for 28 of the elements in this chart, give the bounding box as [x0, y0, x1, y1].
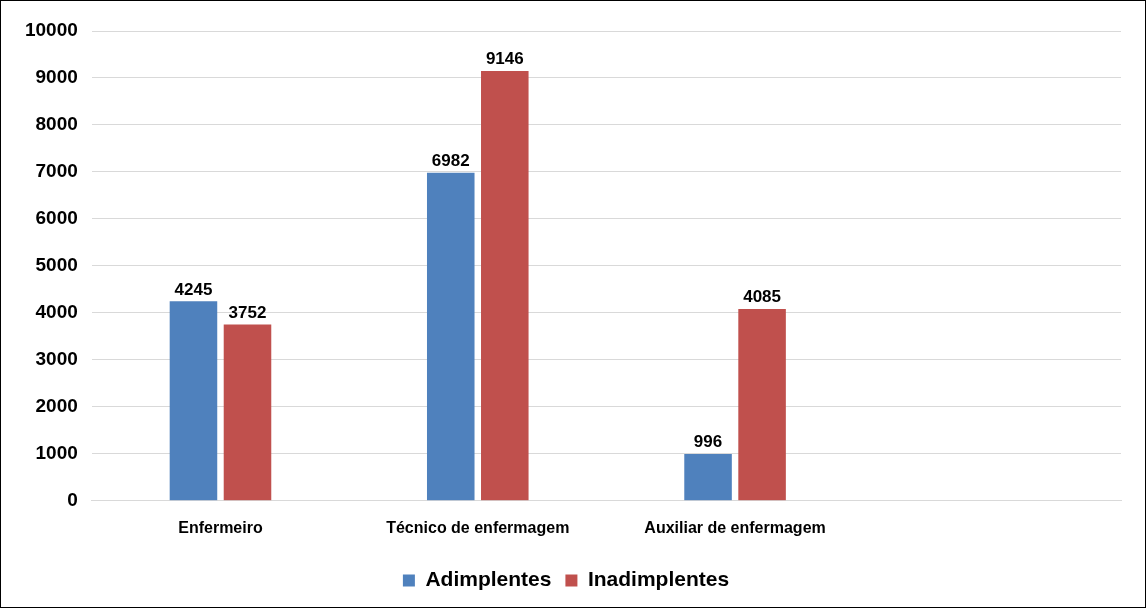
data-label: 3752: [228, 302, 267, 322]
legend-label: Inadimplentes: [587, 567, 730, 591]
y-tick-label: 1000: [35, 442, 78, 464]
bar: [738, 308, 786, 501]
x-tick-label: Técnico de enfermagem: [386, 518, 570, 536]
data-label: 9146: [485, 49, 524, 69]
bar: [426, 172, 475, 501]
x-tick-label: Enfermeiro: [178, 518, 263, 536]
bar: [481, 71, 529, 501]
data-label: 996: [693, 432, 723, 452]
y-tick-label: 6000: [35, 207, 78, 229]
data-label: 4245: [174, 279, 213, 299]
y-tick-label: 10000: [24, 19, 78, 41]
bar: [169, 301, 218, 501]
bar: [223, 324, 272, 501]
y-tick-label: 0: [67, 489, 78, 511]
bar: [684, 454, 732, 501]
data-label: 6982: [431, 150, 470, 170]
legend-label: Adimplentes: [425, 567, 552, 591]
y-tick-label: 2000: [35, 395, 78, 417]
y-tick-label: 5000: [35, 254, 78, 276]
data-label: 4085: [743, 287, 781, 307]
y-tick-label: 8000: [35, 113, 78, 135]
y-tick-label: 3000: [35, 348, 78, 370]
y-tick-label: 7000: [35, 160, 78, 182]
x-tick-label: Auxiliar de enfermagem: [644, 518, 826, 536]
y-tick-label: 9000: [35, 66, 78, 88]
y-tick-label: 4000: [35, 301, 78, 323]
